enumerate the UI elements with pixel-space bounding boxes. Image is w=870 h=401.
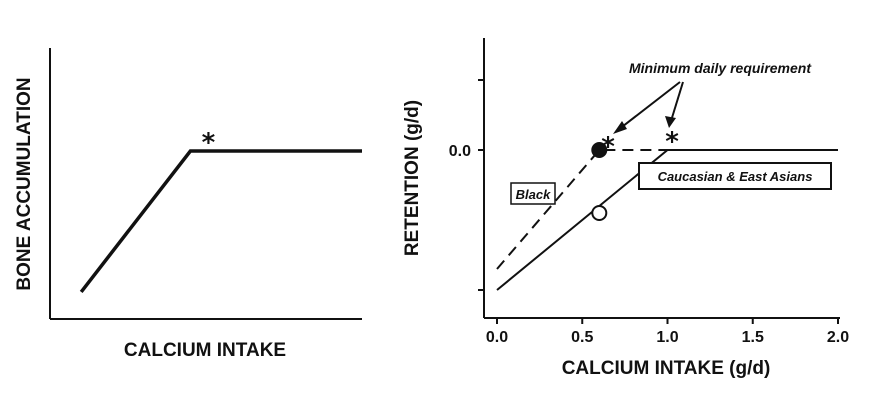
filled-data-point [591, 142, 608, 158]
right-y-ticks: 0.0 [449, 143, 484, 160]
black-asterisk-annotation: * [601, 132, 615, 162]
series-line-black [496, 149, 668, 270]
legend-black: Black [510, 182, 556, 205]
right-x-axis-title: CALCIUM INTAKE (g/d) [562, 358, 771, 379]
x-tick-label: 0.0 [486, 329, 508, 346]
open-data-point [591, 205, 608, 221]
legend-caucasian-box [638, 162, 832, 190]
x-tick-label: 1.0 [656, 329, 678, 346]
right-y-axis-title: RETENTION (g/d) [402, 100, 423, 256]
legend-caucasian-label: Caucasian & East Asians [658, 169, 813, 184]
x-tick-label: 0.5 [571, 329, 593, 346]
right-y-minor-ticks [478, 79, 484, 291]
data-points [591, 142, 608, 221]
legend-black-label: Black [516, 187, 551, 202]
minimum-daily-requirement-label: Minimum daily requirement [629, 60, 812, 76]
right-x-ticks: 0.0 0.5 1.0 1.5 2.0 [486, 318, 849, 346]
left-y-axis-title: BONE ACCUMULATION [14, 77, 35, 290]
left-chart: * CALCIUM INTAKE BONE ACCUMULATION [14, 48, 362, 361]
caucasian-asterisk-annotation: * [665, 127, 679, 157]
left-series-line [79, 149, 362, 293]
left-x-axis-title: CALCIUM INTAKE [124, 340, 286, 361]
left-asterisk-annotation: * [202, 128, 216, 158]
series-line-caucasian-east-asians [496, 149, 838, 291]
annotation-arrow-2 [670, 81, 684, 122]
legend-caucasian: Caucasian & East Asians [638, 162, 832, 190]
annotation-arrowhead-2 [665, 116, 676, 128]
x-tick-label: 2.0 [827, 329, 849, 346]
annotation-arrowhead-1 [613, 121, 627, 134]
annotation-arrow-1 [617, 81, 681, 131]
right-chart: 0.0 0.5 1.0 1.5 2.0 0.0 Black Caucasian & Ea… [402, 38, 849, 379]
y-tick-label: 0.0 [449, 143, 471, 160]
x-tick-label: 1.5 [742, 329, 764, 346]
legend-black-box [510, 182, 556, 205]
